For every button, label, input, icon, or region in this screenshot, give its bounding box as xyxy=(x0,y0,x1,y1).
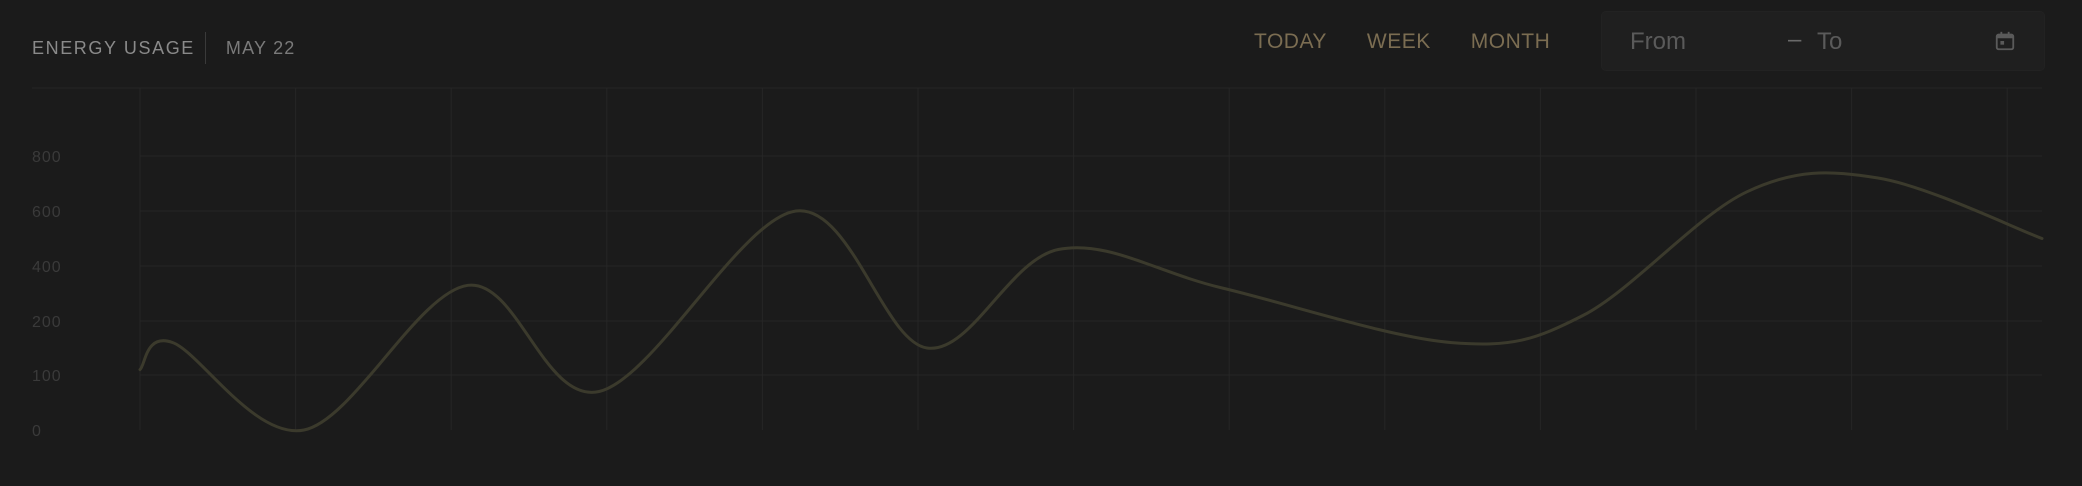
header-date: MAY 22 xyxy=(225,37,296,58)
date-from-input[interactable]: From xyxy=(1630,28,1686,55)
energy-series-line xyxy=(138,171,2044,433)
y-tick-label: 600 xyxy=(32,204,62,221)
y-tick-label: 200 xyxy=(32,314,62,331)
page-title: ENERGY USAGE xyxy=(32,37,195,58)
y-tick-label: 100 xyxy=(32,368,62,385)
header-divider xyxy=(204,32,206,64)
date-range-separator: – xyxy=(1788,26,1802,53)
range-tabs: TODAY WEEK MONTH xyxy=(1254,22,1550,62)
tab-month[interactable]: MONTH xyxy=(1470,30,1551,53)
tab-today[interactable]: TODAY xyxy=(1254,30,1327,53)
y-tick-label: 400 xyxy=(32,259,62,276)
y-tick-label: 800 xyxy=(32,149,62,166)
date-range-picker[interactable]: From – To xyxy=(1602,12,2044,70)
tab-week[interactable]: WEEK xyxy=(1366,30,1431,53)
header: ENERGY USAGE MAY 22 xyxy=(32,30,296,66)
calendar-icon[interactable] xyxy=(1994,30,2016,52)
date-to-input[interactable]: To xyxy=(1817,28,1843,55)
y-tick-label: 0 xyxy=(32,423,42,440)
